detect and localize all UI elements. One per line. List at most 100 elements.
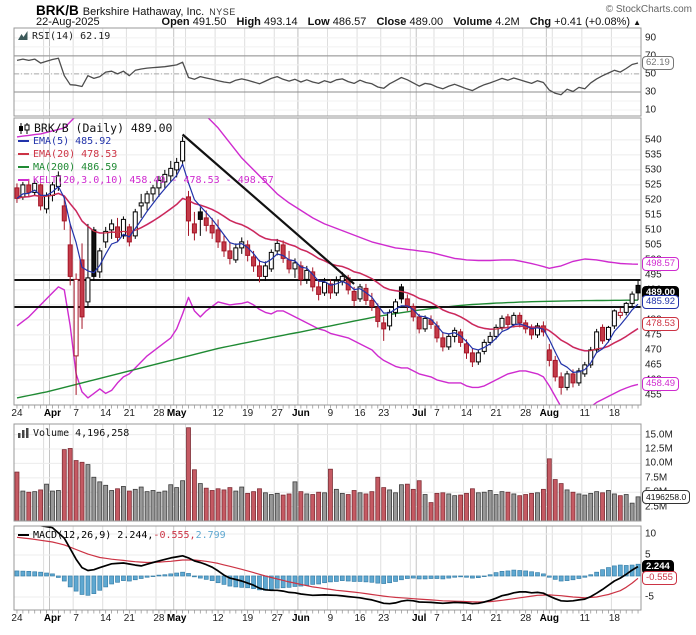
ma200-line-swatch xyxy=(18,166,29,168)
price-title: BRK/B (Daily) 489.00 xyxy=(34,121,173,135)
y-tick-label: 525 xyxy=(645,179,662,191)
x-tick-label: 7 xyxy=(73,408,79,419)
x-tick-label: May xyxy=(166,408,187,419)
close-label: Close xyxy=(376,16,407,28)
x-tick-label: 28 xyxy=(153,613,165,624)
y-tick-label: 30 xyxy=(645,86,657,98)
y-tick-label: 475 xyxy=(645,329,662,341)
x-tick-label: Jun xyxy=(291,613,310,624)
x-tick-label: 23 xyxy=(378,613,390,624)
x-tick-label: Apr xyxy=(43,613,62,624)
candlestick-icon xyxy=(18,122,30,134)
volume-value-bubble: 4196258.0 xyxy=(642,489,691,504)
y-tick-label: 5 xyxy=(645,549,651,561)
chg-value: +0.41 (+0.08%) xyxy=(554,16,631,28)
macd-panel xyxy=(14,526,641,610)
ema5-label: EMA(5) 485.92 xyxy=(33,135,112,147)
x-tick-label: 7 xyxy=(434,408,440,419)
volume-legend: Volume 4,196,258 xyxy=(18,427,129,440)
x-tick-label: 21 xyxy=(123,408,135,419)
vol-panel xyxy=(14,424,641,521)
x-tick-label: 19 xyxy=(242,408,254,419)
x-tick-label: 19 xyxy=(242,613,254,624)
x-tick-label: 18 xyxy=(608,613,620,624)
x-tick-label: Jun xyxy=(291,408,310,419)
price-legend: BRK/B (Daily) 489.00 EMA(5) 485.92 EMA(2… xyxy=(18,121,274,187)
y-tick-label: 10.0M xyxy=(645,457,673,469)
rsi-value-bubble: 62.19 xyxy=(642,56,674,70)
y-tick-label: 530 xyxy=(645,164,662,176)
y-tick-label: 70 xyxy=(645,50,656,61)
volume-label: Volume xyxy=(453,16,493,28)
quote-summary: Open 491.50 High 493.14 Low 486.57 Close… xyxy=(155,16,641,28)
exchange: NYSE xyxy=(209,7,236,17)
volume-title: Volume 4,196,258 xyxy=(33,427,130,439)
x-tick-label: Apr xyxy=(43,408,62,419)
high-label: High xyxy=(236,16,261,28)
volume-bars-icon xyxy=(18,428,29,438)
y-tick-label: 90 xyxy=(645,32,657,44)
keltner-label: KELT(20,3.0,10) 458.49 - 478.53 - 498.57 xyxy=(33,174,274,186)
x-tick-label: 14 xyxy=(460,613,473,624)
macd-x-axis: 24 Apr 7 14 21 28 May 12 19 27 Jun 9 16 23 Jul 7 14 21 28 A… xyxy=(0,611,696,627)
x-tick-label: 28 xyxy=(153,408,165,419)
x-tick-label: Aug xyxy=(539,408,560,419)
y-tick-label: 535 xyxy=(645,149,662,161)
x-tick-label: 12 xyxy=(212,408,224,419)
y-tick-label: 505 xyxy=(645,239,662,251)
x-tick-label: 24 xyxy=(11,408,23,419)
chg-up-arrow-icon: ▲ xyxy=(633,18,641,27)
x-tick-label: 21 xyxy=(123,613,135,624)
y-tick-label: 510 xyxy=(645,224,662,236)
rsi-legend: RSI(14) 62.19 xyxy=(18,30,110,43)
chg-label: Chg xyxy=(529,16,552,28)
x-tick-label: 28 xyxy=(520,613,532,624)
x-tick-label: 12 xyxy=(212,613,224,624)
x-tick-label: 7 xyxy=(434,613,440,624)
open-value: 491.50 xyxy=(192,16,227,28)
y-tick-label: 15.0M xyxy=(645,429,673,441)
x-tick-label: Jul xyxy=(411,613,427,624)
x-tick-label: 28 xyxy=(520,408,532,419)
volume-value: 4.2M xyxy=(495,16,520,28)
y-tick-label: 12.5M xyxy=(645,443,673,455)
rsi-label: RSI(14) 62.19 xyxy=(32,30,111,42)
x-tick-label: Jul xyxy=(411,408,427,419)
low-value: 486.57 xyxy=(332,16,367,28)
low-label: Low xyxy=(307,16,330,28)
macd-value-bubble: -0.555 xyxy=(642,571,677,586)
x-tick-label: 24 xyxy=(11,613,23,624)
price-value-bubble: 478.53 xyxy=(642,317,680,332)
price-value-bubble: 485.92 xyxy=(642,295,680,310)
x-tick-label: 14 xyxy=(100,613,112,624)
x-tick-label: 9 xyxy=(327,408,334,419)
y-tick-label: 455 xyxy=(645,389,662,401)
x-tick-label: May xyxy=(166,613,187,624)
company-name: Berkshire Hathaway, Inc. xyxy=(82,6,205,18)
y-tick-label: 50 xyxy=(645,68,657,80)
ema20-line-swatch xyxy=(18,153,29,155)
y-tick-label: 470 xyxy=(645,344,662,356)
rsi-indicator-icon xyxy=(18,31,28,41)
macd-hist-value: 2.799 xyxy=(195,529,226,541)
ema5-line-swatch xyxy=(18,140,29,142)
rsi-panel xyxy=(14,28,641,116)
header: BRK/B Berkshire Hathaway, Inc. NYSE xyxy=(36,2,236,20)
close-value: 489.00 xyxy=(409,16,444,28)
y-tick-label: 520 xyxy=(645,194,662,206)
y-tick-label: 540 xyxy=(645,134,662,146)
open-label: Open xyxy=(161,16,190,28)
y-tick-label: 2.5M xyxy=(645,501,668,513)
x-tick-label: 14 xyxy=(460,408,473,419)
x-tick-label: Aug xyxy=(539,613,560,624)
x-tick-label: 9 xyxy=(327,613,334,624)
x-tick-label: 11 xyxy=(579,613,590,624)
x-tick-label: 27 xyxy=(271,408,283,419)
macd-signal-value: -0.555, xyxy=(153,529,196,541)
keltner-line-swatch xyxy=(18,179,29,181)
ma200-label: MA(200) 486.59 xyxy=(33,161,118,173)
x-tick-label: 27 xyxy=(271,613,283,624)
y-tick-label: 495 xyxy=(645,269,662,281)
